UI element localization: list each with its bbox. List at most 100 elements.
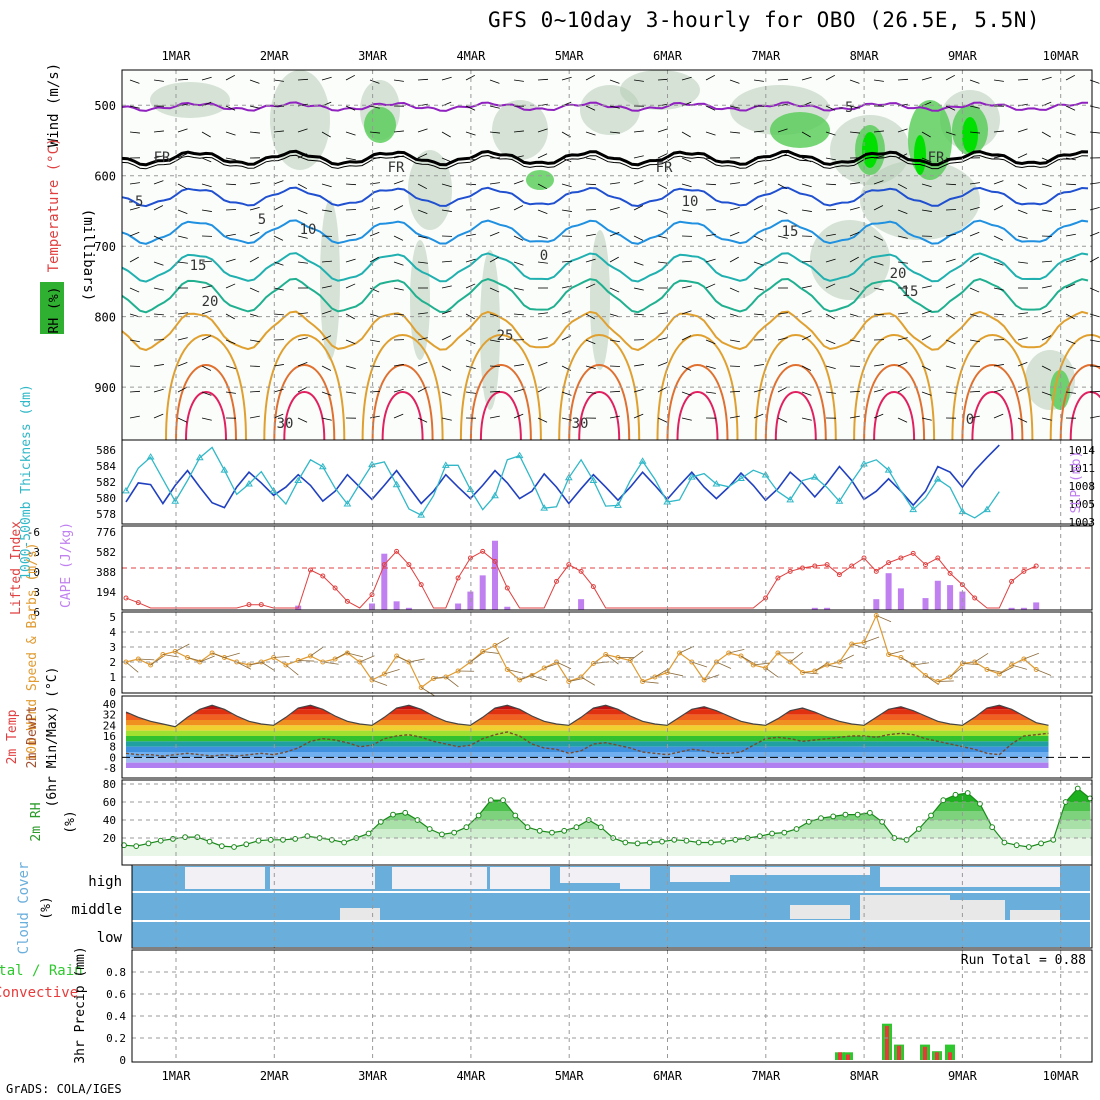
warm-isotherm-loop [283,391,326,441]
wind-barb [705,233,716,237]
wind-barb [225,391,236,394]
wind-barb [129,256,139,263]
wind-speed-marker [148,662,154,668]
rh-band [122,829,1092,838]
temp-band [126,709,1049,715]
wind-barb [609,256,619,263]
wind-barb [969,182,980,185]
wind-barb [945,74,956,81]
wind-speed-marker [517,677,523,683]
rh-marker [1050,836,1057,843]
wind-barb [705,105,716,111]
cloud-gap [392,867,487,889]
wind-barb [201,310,212,315]
wind-barb [1017,312,1028,315]
wind-barb [201,183,212,188]
wind-barb [1041,335,1052,341]
rh-marker [952,791,959,798]
lifted-index-marker [418,582,424,588]
wind-barb [585,233,596,237]
wind-barb [345,105,356,111]
wind-barb [657,261,668,264]
wind-barb [969,256,979,263]
wind-barb [1089,365,1100,367]
wind-barb [1065,233,1076,237]
rh-band [122,820,1092,829]
wind-barb [609,207,620,211]
wind-barb [849,79,860,84]
rh-marker [365,830,372,837]
rh-marker [463,824,470,831]
wind-barb [777,261,788,264]
isotherm-label: 10 [300,222,317,238]
wind-barb-surface [175,643,190,652]
wind-barb [609,339,620,343]
wind-barb-surface [334,650,350,660]
rh-marker [928,812,934,819]
wind-barb [537,78,549,81]
rh-shade [320,200,340,360]
wind-barb [753,79,764,82]
wind-barb [849,365,861,367]
rh-marker [866,809,873,816]
wind-barb [441,335,452,341]
wind-barb [129,182,140,185]
wind-barb [249,105,260,109]
cape-bar [824,607,831,610]
rh-marker [769,830,775,837]
wind-barb [705,365,716,369]
wind-barb [633,364,644,367]
lifted-index-marker [1021,568,1027,574]
wind-barb [705,209,717,211]
wind-barb [777,183,788,190]
wind-speed-marker [603,652,609,657]
wind-barb [729,365,741,367]
thickness-tick-label: 582 [96,476,116,489]
data-layer [121,70,1100,1060]
wind-barb [249,256,259,263]
wind-barb [297,417,308,423]
isotherm-label: 0 [966,412,974,428]
wind-barb [345,183,357,186]
wind-barb [273,155,284,159]
wind-barb [1017,209,1028,214]
wind-barb [513,79,524,82]
rh-shade [150,82,230,118]
wind-barb-surface [224,652,240,658]
wind-barb [393,364,404,367]
cloud-gap [790,905,850,919]
wind-barb-surface [630,650,644,661]
wind-barb [177,386,188,393]
bottom-day-label: 10MAR [1043,1069,1080,1083]
rh-marker [805,818,812,825]
wind-barb [249,207,260,211]
rh-marker [475,812,482,819]
wind-barb [369,256,379,263]
lifted-index-marker [824,562,830,568]
wind-barb [393,130,404,133]
top-day-label: 10MAR [1043,49,1080,63]
wind-barb-surface [654,668,669,678]
rh-marker [915,826,922,832]
wind-barb [417,209,428,214]
wind-barb [969,79,980,84]
wind-barb [177,153,188,159]
precip-convective-bar [923,1046,927,1060]
wind-barb [417,362,428,367]
top-day-label: 8MAR [850,49,880,63]
wind-barb [657,78,669,81]
wind-barb [921,310,932,315]
bottom-day-label: 5MAR [555,1069,585,1083]
cloud-gap [185,867,265,889]
top-day-label: 2MAR [260,49,290,63]
wind-barb [993,287,1004,291]
wind-barb [921,285,932,289]
cloud-gap [730,867,870,875]
isotherm-10 [121,219,1089,245]
wind-barb [681,209,692,212]
wind-barb-surface [900,657,916,666]
warm-isotherm-loop [165,334,247,441]
wind-barb-surface [716,661,732,669]
wind-barb [921,131,931,138]
temp-tick-label: 40 [103,698,116,711]
